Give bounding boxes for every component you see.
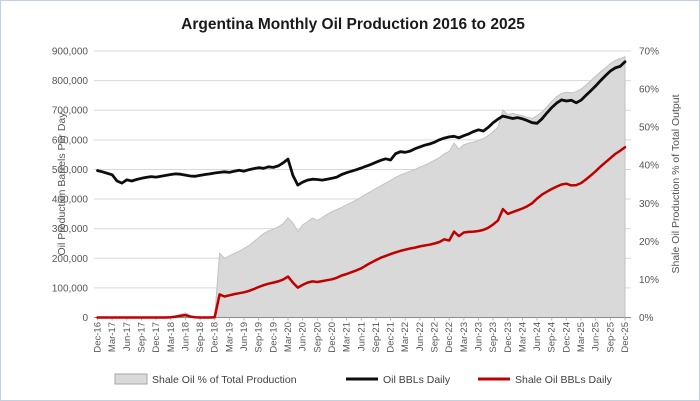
shale-bbls-line bbox=[96, 145, 627, 319]
legend-label-oil-bbls: Oil BBLs Daily bbox=[383, 374, 451, 386]
x-tick-label: Sep-19 bbox=[254, 322, 265, 353]
x-tick-label: Dec-17 bbox=[151, 322, 162, 353]
x-tick-label: Dec-25 bbox=[620, 322, 631, 353]
left-tick-label: 200,000 bbox=[52, 254, 89, 265]
right-tick-label: 40% bbox=[639, 161, 659, 172]
left-tick-label: 100,000 bbox=[52, 283, 89, 294]
x-tick-label: Jun-25 bbox=[591, 322, 602, 351]
left-axis-tick-labels: 0 100,000 200,000 300,000 400,000 500,000 600,… bbox=[52, 47, 89, 325]
right-tick-label: 10% bbox=[639, 275, 659, 286]
shale-percent-area bbox=[97, 55, 626, 318]
left-tick-label: 0 bbox=[82, 313, 88, 324]
x-tick-label: Dec-18 bbox=[210, 322, 221, 353]
x-tick-label: Dec-24 bbox=[561, 322, 572, 353]
right-tick-label: 0% bbox=[639, 313, 654, 324]
x-tick-label: Mar-19 bbox=[224, 322, 235, 352]
left-tick-label: 800,000 bbox=[52, 76, 89, 87]
x-tick-label: Dec-19 bbox=[268, 322, 279, 353]
x-tick-label: Jun-19 bbox=[239, 322, 250, 351]
oil-bbls-line bbox=[96, 60, 627, 187]
x-tick-label: Sep-22 bbox=[430, 322, 441, 353]
legend-label-shale-percent: Shale Oil % of Total Production bbox=[152, 374, 297, 386]
series-lines bbox=[96, 60, 627, 319]
x-tick-label: Mar-25 bbox=[576, 322, 587, 352]
x-tick-label: Jun-18 bbox=[180, 322, 191, 351]
right-axis-tick-labels: 0% 10% 20% 30% 40% 50% 60% 70% bbox=[639, 47, 659, 325]
right-tick-label: 20% bbox=[639, 237, 659, 248]
x-tick-label: Jun-21 bbox=[356, 322, 367, 351]
legend: Shale Oil % of Total Production Oil BBLs… bbox=[114, 373, 613, 386]
x-tick-label: Sep-25 bbox=[605, 322, 616, 353]
x-tick-label: Sep-17 bbox=[137, 322, 148, 353]
x-tick-label: Sep-21 bbox=[371, 322, 382, 353]
x-tick-label: Mar-20 bbox=[283, 322, 294, 352]
x-tick-label: Mar-21 bbox=[342, 322, 353, 352]
x-tick-label: Jun-17 bbox=[122, 322, 133, 351]
right-tick-label: 60% bbox=[639, 85, 659, 96]
shale-percent-area-shape bbox=[97, 55, 626, 318]
x-tick-label: Sep-18 bbox=[195, 322, 206, 353]
left-tick-label: 400,000 bbox=[52, 195, 89, 206]
x-tick-label: Mar-22 bbox=[400, 322, 411, 352]
left-axis-title: Oil Production Barrels Per Day bbox=[56, 112, 68, 256]
x-tick-label: Mar-18 bbox=[166, 322, 177, 352]
x-tick-label: Dec-21 bbox=[386, 322, 397, 353]
left-tick-label: 900,000 bbox=[52, 47, 89, 58]
x-tick-label: Dec-22 bbox=[444, 322, 455, 353]
legend-area-swatch bbox=[114, 373, 148, 385]
right-tick-label: 50% bbox=[639, 123, 659, 134]
x-tick-label: Mar-17 bbox=[107, 322, 118, 352]
x-tick-label: Mar-23 bbox=[459, 322, 470, 352]
x-tick-label: Jun-24 bbox=[532, 322, 543, 351]
x-tick-label: Sep-20 bbox=[312, 322, 323, 353]
left-tick-label: 600,000 bbox=[52, 135, 89, 146]
left-tick-label: 500,000 bbox=[52, 165, 89, 176]
chart-title: Argentina Monthly Oil Production 2016 to… bbox=[181, 16, 525, 33]
x-tick-label: Mar-24 bbox=[517, 322, 528, 352]
x-tick-label: Dec-20 bbox=[327, 322, 338, 353]
x-tick-label: Jun-23 bbox=[474, 322, 485, 351]
x-tick-label: Dec-16 bbox=[93, 322, 104, 353]
right-tick-label: 70% bbox=[639, 47, 659, 58]
x-tick-label: Sep-24 bbox=[547, 322, 558, 353]
left-tick-label: 300,000 bbox=[52, 224, 89, 235]
left-tick-label: 700,000 bbox=[52, 106, 89, 117]
x-tick-label: Jun-20 bbox=[298, 322, 309, 351]
right-axis-title: Shale Oil Production % of Total Output bbox=[670, 94, 682, 273]
x-axis-tick-labels: Dec-16 Mar-17 Jun-17 Sep-17 Dec-17 Mar-18 Jun-… bbox=[93, 322, 632, 353]
x-tick-label: Sep-23 bbox=[488, 322, 499, 353]
right-tick-label: 30% bbox=[639, 199, 659, 210]
x-tick-label: Jun-22 bbox=[415, 322, 426, 351]
legend-label-shale-bbls: Shale Oil BBLs Daily bbox=[515, 374, 613, 386]
x-tick-label: Dec-23 bbox=[503, 322, 514, 353]
